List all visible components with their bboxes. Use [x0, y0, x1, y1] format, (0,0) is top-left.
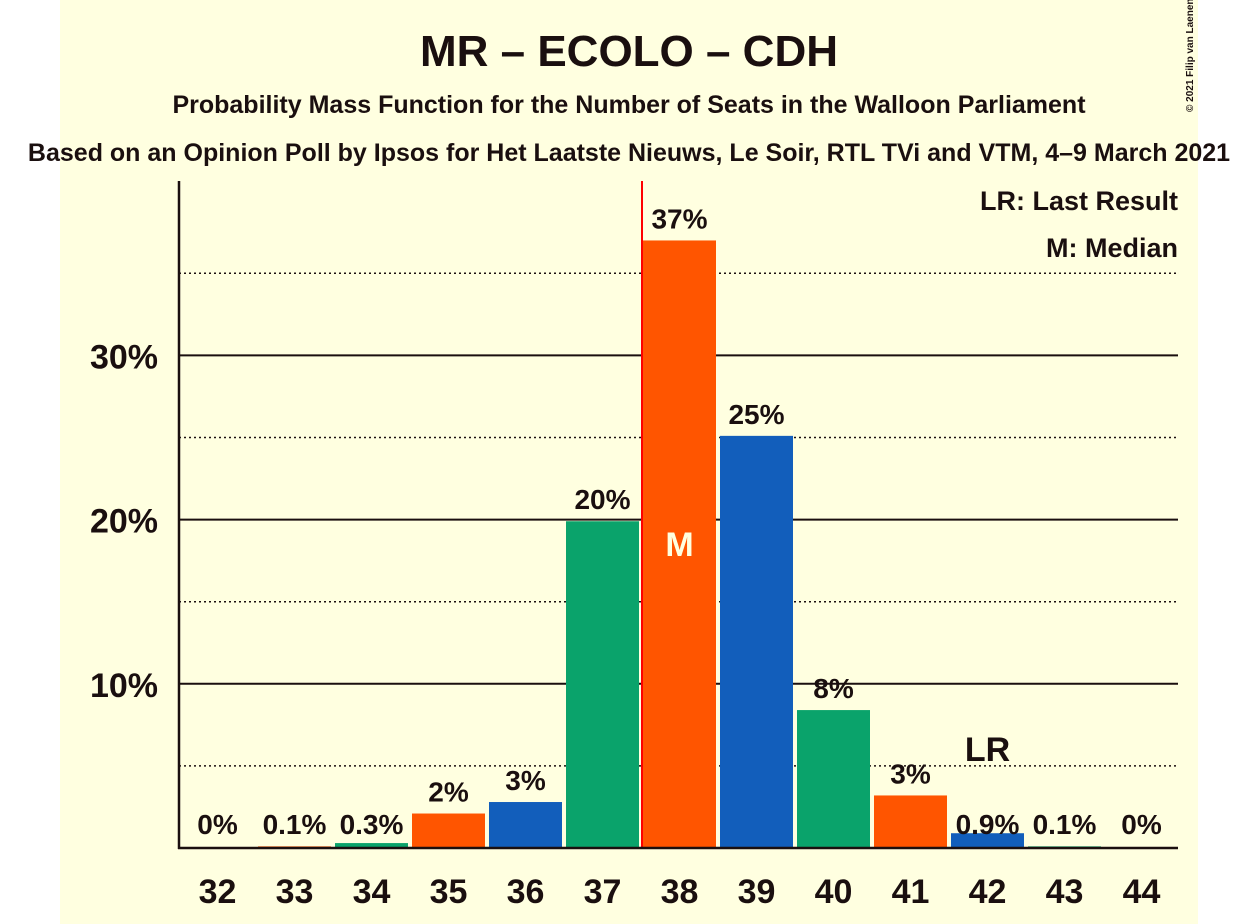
x-tick-label: 36	[507, 873, 545, 911]
chart-title: MR – ECOLO – CDH	[420, 27, 838, 76]
chart-source-subtitle: Based on an Opinion Poll by Ipsos for He…	[28, 139, 1230, 167]
x-tick-label: 34	[353, 873, 391, 911]
bar-seat-36	[489, 802, 562, 848]
value-label: 0.1%	[1033, 809, 1097, 840]
x-tick-label: 42	[969, 873, 1007, 911]
bar-seat-34	[335, 843, 408, 848]
value-label: 0.9%	[956, 809, 1020, 840]
median-marker: M	[665, 526, 693, 564]
y-tick-label: 30%	[90, 338, 158, 376]
value-label: 0.3%	[340, 809, 404, 840]
x-tick-label: 44	[1123, 873, 1161, 911]
legend-entry: M: Median	[1046, 233, 1178, 263]
bar-seat-35	[412, 813, 485, 848]
bar-seat-37	[566, 521, 639, 848]
value-label: 2%	[428, 777, 469, 808]
value-label: 3%	[890, 758, 931, 789]
x-tick-label: 38	[661, 873, 699, 911]
x-tick-label: 43	[1046, 873, 1084, 911]
x-tick-label: 41	[892, 873, 930, 911]
y-tick-label: 10%	[90, 667, 158, 705]
bar-seat-42	[951, 833, 1024, 848]
value-label: 37%	[651, 203, 707, 234]
value-label: 25%	[728, 399, 784, 430]
x-tick-label: 32	[199, 873, 237, 911]
y-tick-label: 20%	[90, 503, 158, 541]
x-tick-label: 37	[584, 873, 622, 911]
axes	[177, 181, 1178, 850]
legend: LR: Last Result M: Median	[980, 186, 1178, 263]
bar-seat-38	[643, 240, 716, 848]
x-tick-label: 40	[815, 873, 853, 911]
x-tick-label: 35	[430, 873, 468, 911]
bars: 0% 32 0.1% 33 0.3% 34 2% 35 3% 36 20% 37 37% 38 M 25% 39…	[197, 181, 1162, 911]
value-label: 3%	[505, 765, 546, 796]
x-tick-label: 39	[738, 873, 776, 911]
value-label: 0%	[1121, 809, 1162, 840]
chart-subtitle: Probability Mass Function for the Number…	[172, 91, 1086, 119]
legend-entry: LR: Last Result	[980, 186, 1178, 216]
copyright-notice: © 2021 Filip van Laenen	[1185, 0, 1196, 112]
value-label: 0%	[197, 809, 238, 840]
bar-seat-39	[720, 435, 793, 848]
value-label: 20%	[574, 484, 630, 515]
bar-seat-40	[797, 710, 870, 848]
last-result-marker: LR	[965, 731, 1010, 769]
value-label: 8%	[813, 673, 854, 704]
x-tick-label: 33	[276, 873, 314, 911]
bar-seat-41	[874, 795, 947, 848]
value-label: 0.1%	[263, 809, 327, 840]
